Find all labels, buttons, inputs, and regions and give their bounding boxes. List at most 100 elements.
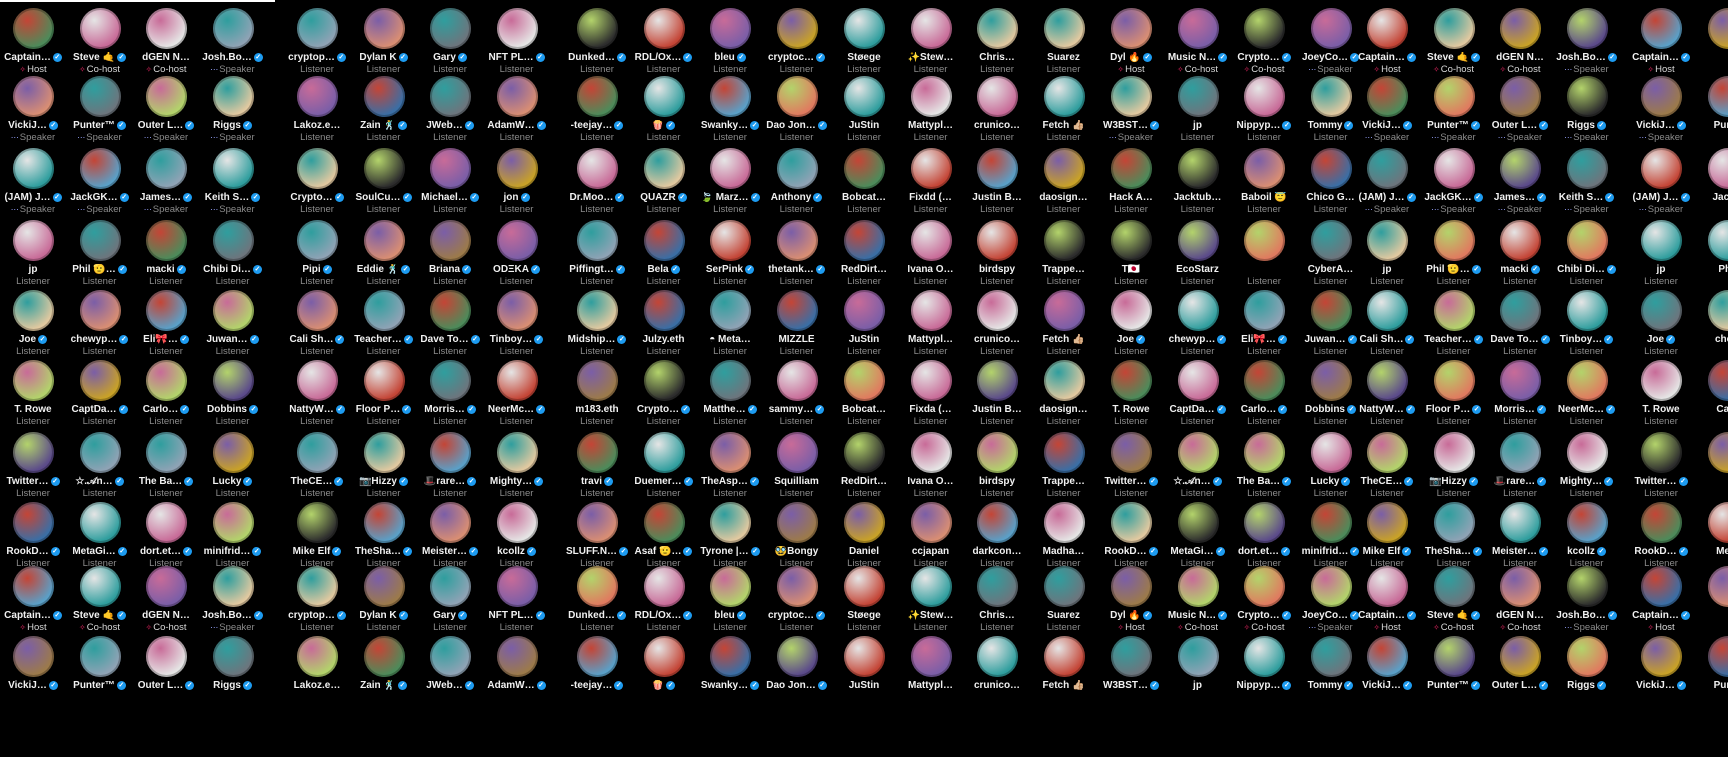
participant-tile[interactable]: birdspy Listener [964, 428, 1030, 507]
participant-tile[interactable]: Dunked… ✓ Listener [564, 4, 630, 83]
avatar[interactable] [146, 566, 187, 607]
participant-tile[interactable]: Asaf 🫡… ✓ Listener [631, 498, 697, 577]
participant-tile[interactable]: chew [1695, 286, 1728, 365]
participant-tile[interactable]: Justin B… Listener [964, 356, 1030, 435]
participant-tile[interactable]: Riggs ✓ ⋯Speaker [200, 72, 266, 151]
avatar[interactable] [430, 636, 471, 677]
participant-tile[interactable]: Cali Sh… ✓ Listener [284, 286, 350, 365]
avatar[interactable] [1641, 360, 1682, 401]
avatar[interactable] [577, 8, 618, 49]
participant-tile[interactable]: m183.eth Listener [564, 356, 630, 435]
avatar[interactable] [844, 636, 885, 677]
avatar[interactable] [977, 290, 1018, 331]
avatar[interactable] [577, 360, 618, 401]
participant-tile[interactable]: Lucky ✓ Listener [200, 428, 266, 507]
participant-tile[interactable]: Bela ✓ Listener [631, 216, 697, 295]
avatar[interactable] [1433, 566, 1475, 607]
participant-tile[interactable]: Twitter… ✓ Listener [1098, 428, 1164, 507]
participant-tile[interactable]: Keith S… ✓ ⋯Speaker [1554, 144, 1620, 223]
participant-tile[interactable]: Riggs ✓ [1554, 632, 1620, 711]
avatar[interactable] [1433, 360, 1475, 401]
participant-tile[interactable]: ☆.𝒜n… ✓ Listener [67, 428, 133, 507]
avatar[interactable] [1367, 8, 1408, 49]
avatar[interactable] [977, 220, 1018, 261]
participant-tile[interactable]: Dunked… ✓ Listener [564, 562, 630, 641]
participant-tile[interactable]: Joe ✓ Listener [1098, 286, 1164, 365]
avatar[interactable] [977, 502, 1018, 543]
participant-tile[interactable] [1695, 428, 1728, 507]
avatar[interactable] [13, 432, 54, 473]
participant-tile[interactable]: Midship… ✓ Listener [564, 286, 630, 365]
participant-tile[interactable]: bleu ✓ Listener [697, 562, 763, 641]
participant-tile[interactable]: W3BST… ✓ ⋯Speaker [1098, 72, 1164, 151]
participant-tile[interactable]: darkcon… Listener [964, 498, 1030, 577]
avatar[interactable] [1500, 220, 1541, 261]
avatar[interactable] [1433, 502, 1475, 543]
avatar[interactable] [79, 220, 121, 261]
avatar[interactable] [1566, 148, 1608, 189]
avatar[interactable] [1433, 636, 1475, 677]
avatar[interactable] [844, 432, 885, 473]
participant-tile[interactable]: RookD… ✓ Listener [0, 498, 66, 577]
participant-tile[interactable]: SerPink ✓ Listener [697, 216, 763, 295]
avatar[interactable] [710, 290, 751, 331]
participant-tile[interactable]: Meister… ✓ Listener [1487, 498, 1553, 577]
participant-tile[interactable]: Lakoz.e… Listener [284, 72, 350, 151]
avatar[interactable] [1043, 76, 1085, 117]
participant-tile[interactable]: Crypto… ✓ Listener [284, 144, 350, 223]
participant-tile[interactable]: JoeyCo… ✓ ⋯Speaker [1298, 4, 1364, 83]
avatar[interactable] [1500, 636, 1541, 677]
avatar[interactable] [577, 76, 618, 117]
participant-tile[interactable]: JuStin Listener [831, 72, 897, 151]
avatar[interactable] [1310, 360, 1352, 401]
participant-tile[interactable]: Floor P… ✓ Listener [1421, 356, 1487, 435]
participant-tile[interactable]: ☆.𝒜n… ✓ Listener [1165, 428, 1231, 507]
avatar[interactable] [1310, 8, 1352, 49]
participant-tile[interactable]: Crypto… ✓ ✧Co-host [1231, 4, 1297, 83]
avatar[interactable] [212, 290, 254, 331]
avatar[interactable] [1641, 432, 1682, 473]
avatar[interactable] [297, 290, 338, 331]
avatar[interactable] [1043, 636, 1085, 677]
avatar[interactable] [910, 360, 952, 401]
avatar[interactable] [577, 290, 618, 331]
avatar[interactable] [1177, 76, 1219, 117]
participant-tile[interactable]: T. Rowe Listener [1628, 356, 1694, 435]
avatar[interactable] [1433, 148, 1475, 189]
participant-tile[interactable]: VickiJ… ✓ ⋯Speaker [1354, 72, 1420, 151]
avatar[interactable] [1043, 502, 1085, 543]
avatar[interactable] [13, 8, 54, 49]
avatar[interactable] [1367, 432, 1408, 473]
participant-tile[interactable]: Punter™ ✓ [1421, 632, 1487, 711]
participant-tile[interactable]: VickiJ… ✓ [1354, 632, 1420, 711]
participant-tile[interactable]: Punte [1695, 72, 1728, 151]
participant-tile[interactable]: Fixdd (… Listener [898, 144, 964, 223]
avatar[interactable] [1244, 502, 1285, 543]
participant-tile[interactable]: dort.et… ✓ Listener [1231, 498, 1297, 577]
avatar[interactable] [643, 636, 685, 677]
avatar[interactable] [363, 290, 405, 331]
avatar[interactable] [1566, 360, 1608, 401]
avatar[interactable] [79, 432, 121, 473]
participant-tile[interactable]: Tinboy… ✓ Listener [484, 286, 550, 365]
participant-tile[interactable]: Swanky… ✓ [697, 632, 763, 711]
participant-tile[interactable]: RookD… ✓ Listener [1098, 498, 1164, 577]
participant-tile[interactable]: Punter™ ✓ ⋯Speaker [67, 72, 133, 151]
participant-tile[interactable]: (JAM) J… ✓ ⋯Speaker [1354, 144, 1420, 223]
participant-tile[interactable]: dGEN N… ✧Co-host [1487, 562, 1553, 641]
participant-tile[interactable]: Hack A… Listener [1098, 144, 1164, 223]
avatar[interactable] [577, 432, 618, 473]
avatar[interactable] [1043, 360, 1085, 401]
avatar[interactable] [1566, 502, 1608, 543]
participant-tile[interactable]: crunico… Listener [964, 72, 1030, 151]
participant-tile[interactable]: MetaGi… ✓ Listener [67, 498, 133, 577]
participant-tile[interactable]: Tommy ✓ [1298, 632, 1364, 711]
participant-tile[interactable]: Swanky… ✓ Listener [697, 72, 763, 151]
participant-tile[interactable]: AdamW… ✓ Listener [484, 72, 550, 151]
participant-tile[interactable]: Tinboy… ✓ Listener [1554, 286, 1620, 365]
participant-tile[interactable]: Carlo… ✓ Listener [133, 356, 199, 435]
avatar[interactable] [1367, 148, 1408, 189]
participant-tile[interactable]: NFT PL… ✓ Listener [484, 4, 550, 83]
participant-tile[interactable]: Meta [1695, 498, 1728, 577]
participant-tile[interactable]: NeerMc… ✓ Listener [484, 356, 550, 435]
